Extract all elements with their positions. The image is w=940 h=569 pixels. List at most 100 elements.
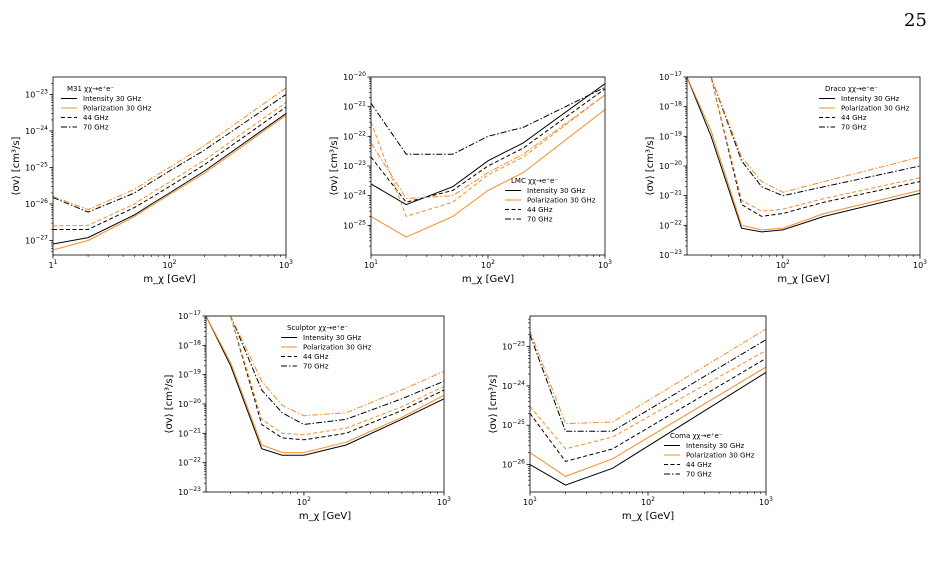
legend: Draco χχ→e⁺e⁻ Intensity 30 GHz Polarizatio… [819, 85, 910, 132]
y-axis-label: ⟨σv⟩ [cm³/s] [329, 136, 340, 195]
plot-frame [370, 76, 606, 256]
legend-label: 44 GHz [527, 206, 553, 214]
y-tick-label: 10−23 [25, 88, 48, 99]
series-line-polarization-dashed [206, 316, 444, 436]
chart-panel-m31: 11 102 103 10−27 10−26 10−25 10−24 10−23 m_χ [Ge… [11, 76, 293, 285]
series-line-polarization-solid [206, 316, 444, 454]
series-line-polarization-dashdot [687, 77, 920, 193]
series-line-intensity-dashed [530, 357, 766, 462]
series-line-intensity-solid [687, 77, 920, 233]
x-tick-label: 102 [776, 259, 790, 270]
x-tick-label: 102 [162, 259, 176, 270]
chart-panel-draco: 102 103 10−23 10−22 10−21 10−20 10−19 10−18 10−1… [645, 71, 927, 285]
series-line-intensity-solid [206, 316, 444, 456]
x-tick-label: 102 [481, 259, 495, 270]
legend-label: Intensity 30 GHz [527, 187, 586, 195]
y-tick-label: 10−23 [659, 249, 682, 260]
y-tick-label: 10−23 [343, 160, 366, 171]
legend-label: Polarization 30 GHz [841, 105, 910, 113]
legend-label: 70 GHz [83, 124, 109, 132]
chart-panel-sculptor: 102 103 10−23 10−22 10−21 10−20 10−19 10−18 10−1… [164, 310, 451, 522]
y-tick-label: 10−19 [178, 369, 201, 380]
legend-label: Polarization 30 GHz [83, 105, 152, 113]
y-tick-label: 10−24 [25, 125, 48, 136]
x-axis-label: m_χ [GeV] [777, 274, 829, 285]
y-tick-label: 10−27 [25, 234, 48, 245]
series-line-polarization-dashdot [206, 316, 444, 417]
series-line-intensity-dashed [53, 106, 286, 230]
series-line-intensity-dashdot [371, 86, 605, 155]
y-tick-label: 10−23 [178, 486, 201, 497]
legend-label: 44 GHz [83, 114, 109, 122]
x-tick-label: 103 [913, 259, 927, 270]
x-tick-label: 103 [759, 496, 773, 507]
legend: Sculptor χχ→e⁺e⁻ Intensity 30 GHz Polariza… [281, 324, 372, 371]
series-line-polarization-dashed [371, 94, 605, 218]
page-number: 25 [904, 10, 927, 31]
plot-frame [529, 315, 767, 493]
y-tick-label: 10−24 [502, 380, 525, 391]
y-tick-label: 10−24 [343, 190, 366, 201]
series-line-intensity-solid [530, 371, 766, 486]
series-line-intensity-dashed [206, 316, 444, 441]
legend-title: M31 χχ→e⁺e⁻ [67, 85, 114, 93]
legend-label: 70 GHz [686, 471, 712, 479]
series-line-intensity-dashdot [53, 93, 286, 213]
legend-label: Intensity 30 GHz [686, 442, 745, 450]
legend-label: Intensity 30 GHz [841, 95, 900, 103]
series-group [371, 83, 605, 238]
series-group [687, 77, 920, 233]
series-group [53, 87, 286, 251]
legend: M31 χχ→e⁺e⁻ Intensity 30 GHz Polarization … [61, 85, 152, 132]
y-axis-label: ⟨σv⟩ [cm³/s] [164, 374, 175, 433]
series-line-intensity-solid [53, 113, 286, 245]
x-axis-label: m_χ [GeV] [143, 274, 195, 285]
legend: Coma χχ→e⁺e⁻ Intensity 30 GHz Polarization… [664, 432, 755, 479]
chart-panel-coma: 101 102 103 10−26 10−25 10−24 10−23 m_χ [GeV] ⟨σ… [488, 315, 773, 522]
legend-title: Coma χχ→e⁺e⁻ [670, 432, 723, 440]
y-axis-label: ⟨σv⟩ [cm³/s] [488, 374, 499, 433]
legend-label: Intensity 30 GHz [303, 334, 362, 342]
series-line-intensity-dashdot [530, 334, 766, 432]
legend-label: Polarization 30 GHz [686, 452, 755, 460]
legend-label: 44 GHz [841, 114, 867, 122]
series-line-polarization-dashdot [53, 87, 286, 211]
x-axis-label: m_χ [GeV] [622, 511, 674, 522]
legend-title: LMC χχ→e⁺e⁻ [511, 177, 558, 185]
y-tick-label: 10−22 [343, 130, 366, 141]
y-tick-label: 10−26 [25, 198, 48, 209]
series-line-polarization-solid [53, 114, 286, 251]
series-line-polarization-dashdot [530, 328, 766, 425]
y-tick-label: 10−22 [178, 457, 201, 468]
x-tick-label: 11 [49, 259, 58, 270]
series-line-polarization-dashdot [371, 94, 605, 200]
x-tick-label: 103 [437, 496, 451, 507]
x-tick-label: 103 [279, 259, 293, 270]
y-tick-label: 10−21 [343, 101, 366, 112]
series-line-intensity-dashed [371, 88, 605, 203]
series-line-polarization-dashed [53, 102, 286, 227]
legend-label: 70 GHz [841, 124, 867, 132]
legend-title: Sculptor χχ→e⁺e⁻ [287, 324, 349, 332]
series-line-polarization-dashed [530, 349, 766, 450]
legend-label: 70 GHz [303, 363, 329, 371]
series-group [206, 316, 444, 456]
y-tick-label: 10−20 [178, 398, 201, 409]
y-tick-label: 10−26 [502, 459, 525, 470]
y-tick-label: 10−25 [343, 219, 366, 230]
y-tick-label: 10−25 [502, 419, 525, 430]
x-tick-label: 102 [297, 496, 311, 507]
x-axis-label: m_χ [GeV] [462, 274, 514, 285]
y-tick-label: 10−23 [502, 341, 525, 352]
legend-label: Polarization 30 GHz [527, 197, 596, 205]
series-line-polarization-solid [371, 109, 605, 238]
legend-label: 44 GHz [303, 353, 329, 361]
x-tick-label: 101 [523, 496, 537, 507]
series-line-intensity-dashed [687, 77, 920, 217]
y-axis-label: ⟨σv⟩ [cm³/s] [645, 136, 656, 195]
series-group [530, 328, 766, 486]
legend-label: 70 GHz [527, 216, 553, 224]
y-tick-label: 10−19 [659, 130, 682, 141]
series-line-polarization-solid [687, 77, 920, 231]
